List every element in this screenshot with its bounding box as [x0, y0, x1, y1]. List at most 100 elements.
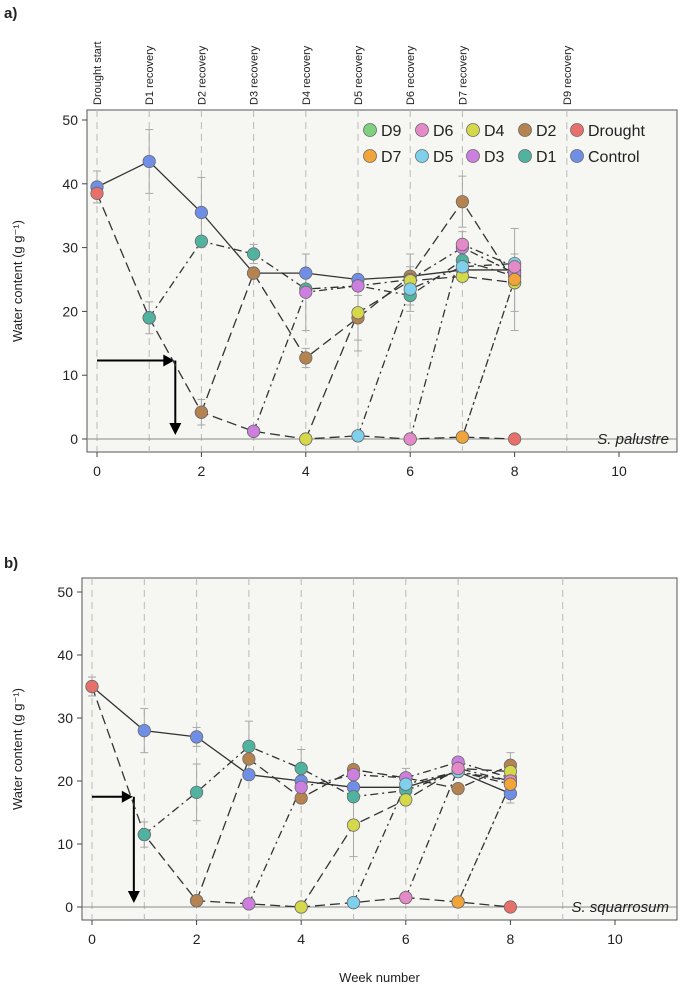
recovery-label: Drought start — [92, 41, 104, 105]
data-point-drought — [85, 679, 99, 694]
data-point-d6 — [399, 890, 413, 905]
x-tick-label: 6 — [402, 931, 410, 947]
legend-marker-d3 — [466, 149, 480, 163]
arrow-head-down — [169, 423, 182, 435]
legend-marker-d7 — [363, 149, 377, 163]
arrow-head-right — [163, 354, 175, 367]
data-point-d3 — [351, 279, 365, 293]
data-point-d3 — [346, 768, 361, 782]
series-line-d3 — [252, 246, 515, 432]
panel-a-label: a) — [4, 5, 17, 22]
legend-label-drought: Drought — [588, 123, 645, 140]
data-point-control — [190, 730, 204, 744]
data-point-d2 — [242, 752, 256, 766]
series-line-d5 — [357, 262, 515, 437]
series-line-d5 — [352, 770, 511, 903]
x-tick-label: 4 — [302, 463, 310, 479]
x-tick-label: 0 — [93, 463, 101, 479]
y-tick-label: 0 — [65, 899, 73, 915]
data-point-d1 — [190, 785, 204, 799]
legend-marker-d9 — [363, 123, 377, 137]
y-tick-label: 40 — [57, 647, 73, 663]
data-point-control — [194, 205, 208, 220]
x-tick-label: 2 — [193, 931, 201, 947]
y-tick-label: 10 — [57, 836, 73, 852]
data-point-d4 — [399, 793, 413, 807]
data-point-d6 — [451, 761, 465, 776]
data-point-d1 — [242, 739, 256, 753]
data-point-d3 — [247, 424, 261, 438]
recovery-label: D1 recovery — [144, 45, 156, 105]
y-tick-label: 30 — [62, 240, 78, 256]
x-tick-label: 8 — [507, 931, 515, 947]
data-point-d4 — [346, 818, 361, 832]
x-tick-label: 4 — [297, 931, 305, 947]
y-tick-label: 50 — [62, 112, 78, 128]
data-point-d2 — [190, 894, 204, 908]
data-point-d5 — [455, 260, 469, 274]
data-point-d3 — [299, 285, 313, 299]
data-point-d3 — [242, 897, 256, 911]
series-line-d7 — [457, 783, 511, 903]
recovery-label: D6 recovery — [405, 45, 417, 105]
legend-label-d3: D3 — [484, 149, 505, 166]
data-point-d2 — [247, 266, 261, 280]
x-tick-label: 6 — [406, 463, 414, 479]
plot-area — [81, 577, 678, 921]
panel-a: a) 0 10 20 30 40 50 0 2 4 6 8 10 Water content (g g⁻… — [4, 5, 678, 479]
data-point-d4 — [294, 900, 308, 914]
panel-b: b) 0 10 20 30 40 50 0 2 4 6 8 10 Water content (g g⁻… — [4, 555, 678, 985]
recovery-label: D9 recovery — [562, 45, 574, 105]
arrow-head-right — [121, 790, 133, 803]
data-point-drought — [90, 186, 104, 200]
data-point-d1 — [346, 790, 361, 804]
species-label: S. squarrosum — [571, 899, 669, 916]
recovery-label: D7 recovery — [457, 45, 469, 105]
data-point-d1 — [137, 827, 151, 842]
data-point-d1 — [142, 311, 156, 325]
plot-area — [86, 109, 678, 453]
y-tick-label: 0 — [70, 431, 78, 447]
series-line-d7 — [461, 279, 516, 438]
recovery-label: D5 recovery — [353, 45, 365, 105]
data-point-d7 — [451, 895, 465, 909]
data-point-d3 — [294, 780, 308, 794]
data-point-d1 — [294, 761, 308, 776]
legend-label-control: Control — [588, 149, 640, 166]
data-point-d6 — [403, 432, 417, 446]
y-tick-label: 20 — [57, 773, 73, 789]
y-tick-label: 20 — [62, 303, 78, 319]
x-tick-label: 0 — [88, 931, 96, 947]
data-point-d5 — [403, 282, 417, 296]
series-line-d1 — [143, 745, 511, 836]
legend-label-d6: D6 — [433, 123, 454, 140]
legend-marker-d2 — [518, 123, 532, 137]
data-point-d5 — [346, 895, 361, 910]
data-point-d1 — [247, 247, 261, 261]
data-point-drought — [503, 900, 517, 914]
data-point-control — [242, 768, 256, 782]
arrow-head-down — [127, 891, 140, 903]
data-point-d4 — [351, 306, 365, 320]
data-point-d2 — [299, 351, 313, 365]
legend-marker-d1 — [518, 149, 532, 163]
y-tick-label: 30 — [57, 710, 73, 726]
data-point-d1 — [194, 234, 208, 248]
x-tick-label: 2 — [198, 463, 206, 479]
legend-label-d7: D7 — [381, 149, 402, 166]
data-point-d2 — [451, 781, 465, 796]
legend-label-d9: D9 — [381, 123, 402, 140]
data-point-d2 — [455, 195, 469, 209]
data-point-control — [137, 723, 151, 738]
x-axis-label: Week number — [339, 970, 420, 985]
series-line-d1 — [148, 240, 515, 319]
recovery-label: D2 recovery — [196, 45, 208, 105]
legend-marker-d5 — [415, 149, 429, 163]
y-axis-label: Water content (g g⁻¹) — [10, 688, 25, 810]
y-tick-label: 10 — [62, 367, 78, 383]
x-tick-label: 8 — [511, 463, 519, 479]
data-point-control — [142, 154, 156, 169]
data-point-d5 — [399, 777, 413, 791]
legend-label-d2: D2 — [536, 123, 557, 140]
